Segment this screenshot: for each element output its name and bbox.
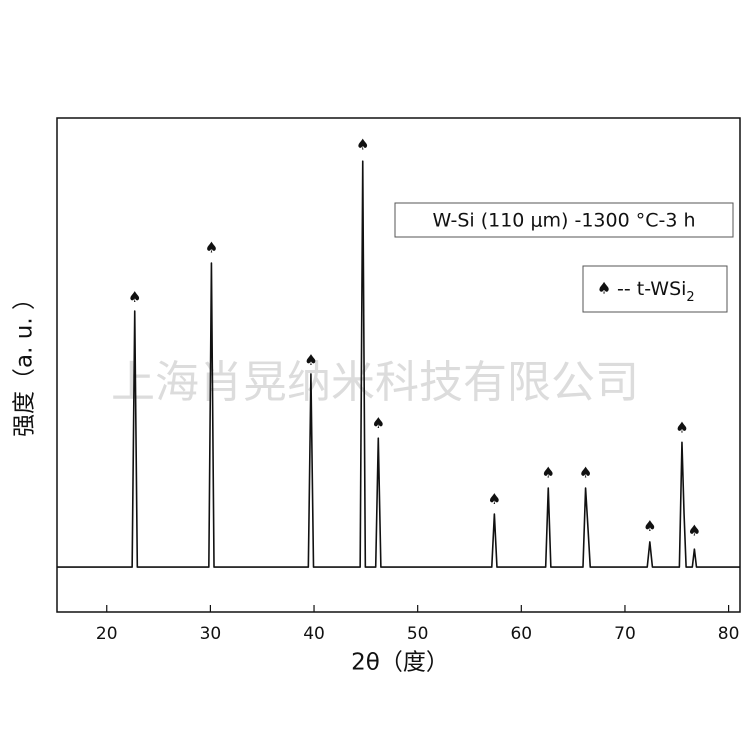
x-tick-label: 30	[200, 624, 222, 644]
peak-marker: ♠	[488, 490, 501, 508]
peak-marker: ♠	[579, 463, 592, 481]
x-axis-label: 2θ（度）	[351, 650, 449, 676]
peak-marker: ♠	[688, 522, 701, 540]
peak-marker: ♠	[675, 418, 688, 436]
legend-symbol: ♠	[597, 279, 611, 298]
peak-marker: ♠	[128, 288, 141, 306]
plot-frame	[56, 117, 741, 613]
annotation: W-Si (110 μm) -1300 °C-3 h	[432, 210, 695, 232]
watermark: 上海肖晃纳米科技有限公司	[111, 357, 639, 408]
legend-box	[582, 265, 728, 313]
x-tick-label: 20	[96, 624, 118, 644]
peak-marker: ♠	[205, 239, 218, 257]
x-tick-label: 40	[303, 624, 325, 644]
peak-marker: ♠	[542, 463, 555, 481]
y-axis-label: 强度（a. u. ）	[12, 287, 38, 437]
x-tick-label: 60	[510, 624, 532, 644]
annotation-box	[394, 202, 734, 238]
peak-marker: ♠	[304, 351, 317, 369]
x-tick-label: 80	[718, 624, 740, 644]
legend-subscript: 2	[686, 290, 694, 305]
x-tick-label: 50	[407, 624, 429, 644]
x-tick-label: 70	[614, 624, 636, 644]
peak-marker: ♠	[643, 517, 656, 535]
peak-marker: ♠	[356, 135, 369, 153]
peak-marker: ♠	[372, 414, 385, 432]
xrd-pattern	[57, 160, 740, 568]
legend-text: -- t-WSi	[617, 278, 686, 300]
legend-label: -- t-WSi2	[617, 278, 695, 305]
